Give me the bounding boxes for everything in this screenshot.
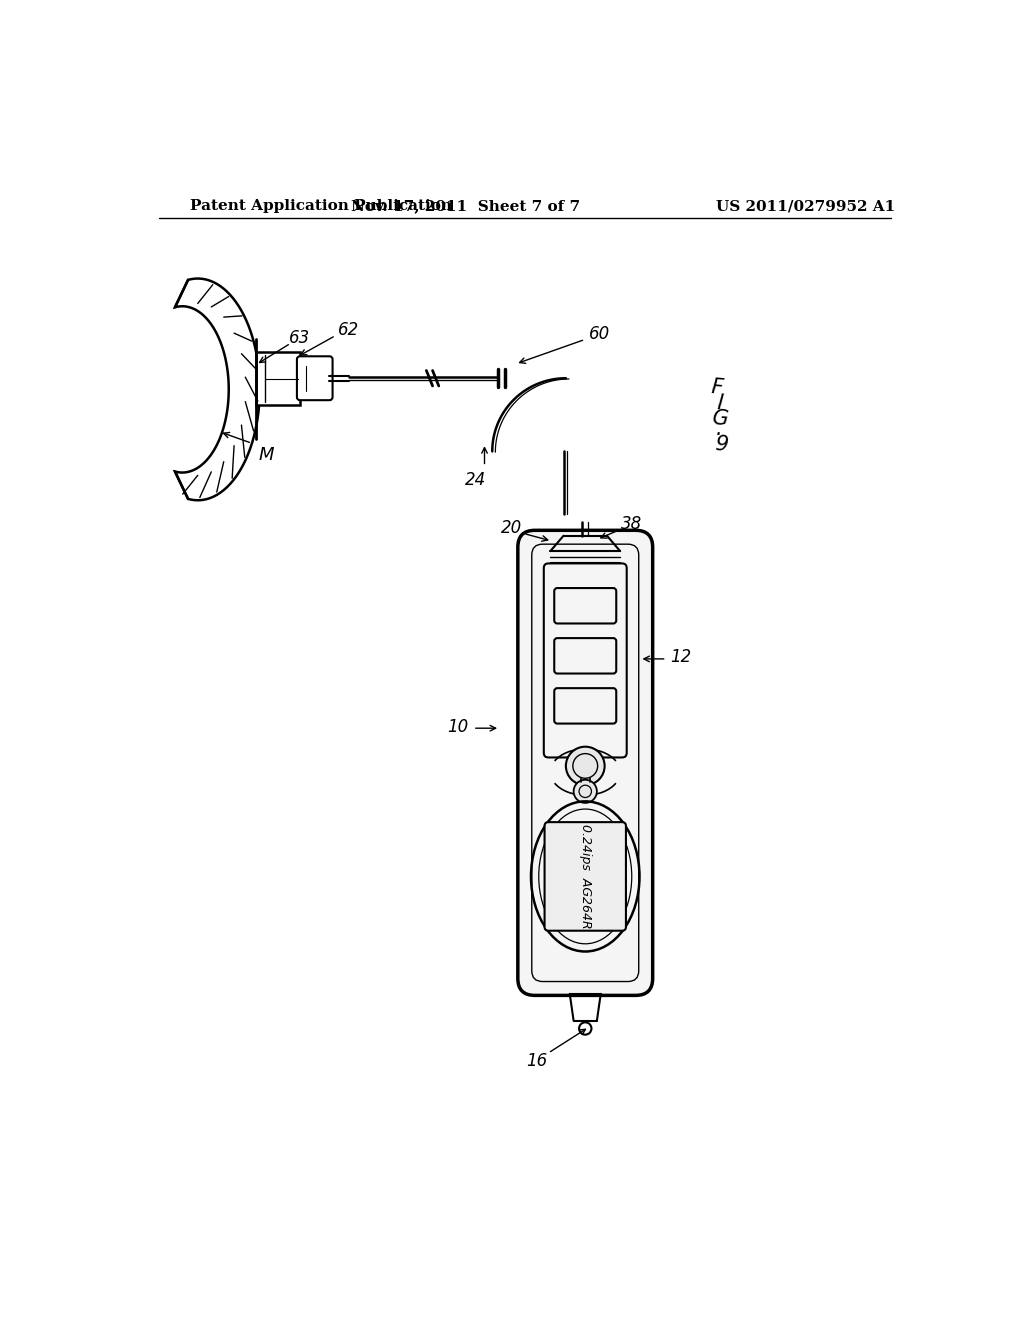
Text: 62: 62 [338,321,359,339]
Text: Patent Application Publication: Patent Application Publication [190,199,452,213]
Circle shape [566,747,604,785]
Text: 16: 16 [526,1052,548,1069]
Text: .: . [716,420,723,440]
FancyBboxPatch shape [297,356,333,400]
Text: M: M [258,446,273,463]
Text: 24: 24 [465,471,485,490]
Text: US 2011/0279952 A1: US 2011/0279952 A1 [717,199,896,213]
Text: Nov. 17, 2011  Sheet 7 of 7: Nov. 17, 2011 Sheet 7 of 7 [350,199,580,213]
Text: I: I [716,393,724,413]
Text: 63: 63 [290,329,310,347]
Text: 9: 9 [714,434,728,455]
Text: 20: 20 [501,519,522,537]
Text: 60: 60 [589,325,610,343]
Polygon shape [175,279,260,500]
Text: F: F [711,378,724,399]
Text: 0.24ips  AG264R: 0.24ips AG264R [579,824,592,929]
Circle shape [573,780,597,803]
FancyBboxPatch shape [518,531,652,995]
Text: G: G [712,408,729,429]
Text: 10: 10 [446,718,468,735]
Text: 12: 12 [670,648,691,667]
FancyBboxPatch shape [545,822,626,931]
Text: 38: 38 [622,515,642,533]
Polygon shape [256,352,300,405]
